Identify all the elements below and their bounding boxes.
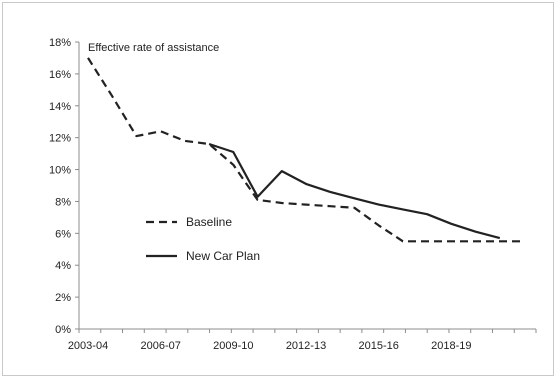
series-line-new-car-plan xyxy=(208,142,501,240)
y-tick-label: 10% xyxy=(49,165,71,177)
y-tick-label: 0% xyxy=(55,324,71,336)
series-lines xyxy=(87,57,524,243)
x-axis-ticks: 2003-04 2006-07 2009-10 2012-13 2015-16 2018-… xyxy=(68,329,537,352)
legend-label-baseline: Baseline xyxy=(186,215,232,229)
y-tick-label: 6% xyxy=(55,228,71,240)
x-tick-label: 2003-04 xyxy=(68,340,108,352)
y-tick-label: 8% xyxy=(55,196,71,208)
x-tick-label: 2009-10 xyxy=(213,340,253,352)
series-line-baseline xyxy=(87,57,524,243)
axes xyxy=(78,42,536,330)
y-tick-label: 14% xyxy=(49,101,71,113)
x-tick-label: 2015-16 xyxy=(358,340,398,352)
chart-frame xyxy=(2,2,554,376)
y-tick-label: 2% xyxy=(55,292,71,304)
x-tick-label: 2006-07 xyxy=(140,340,180,352)
y-tick-label: 16% xyxy=(49,69,71,81)
legend: Baseline New Car Plan xyxy=(146,215,260,263)
y-axis-ticks: 0% 2% 4% 6% 8% 10% 12% 14% 16% 18% xyxy=(49,37,79,336)
y-tick-label: 18% xyxy=(49,37,71,49)
chart-annotation: Effective rate of assistance xyxy=(88,42,219,54)
x-tick-label: 2018-19 xyxy=(431,340,471,352)
x-tick-label: 2012-13 xyxy=(286,340,326,352)
y-tick-label: 12% xyxy=(49,133,71,145)
y-tick-label: 4% xyxy=(55,260,71,272)
legend-label-new-car-plan: New Car Plan xyxy=(186,249,260,263)
